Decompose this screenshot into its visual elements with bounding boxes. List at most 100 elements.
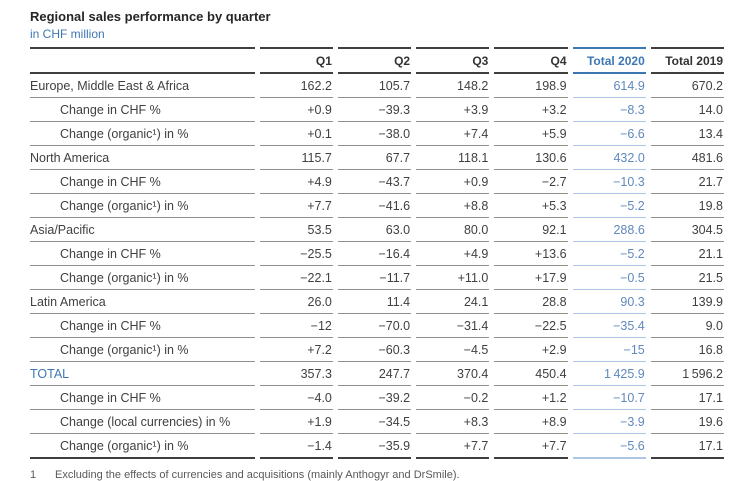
value-cell: +0.9 — [259, 98, 333, 122]
region-row: Latin America 26.0 11.4 24.1 28.8 90.3 139.9 — [30, 290, 724, 314]
value-cell-total-2020: −35.4 — [572, 314, 646, 338]
value-cell: 17.1 — [650, 434, 724, 459]
col-header-empty — [30, 47, 255, 74]
metric-row: Change in CHF % +0.9 −39.3 +3.9 +3.2 −8.3 14.0 — [30, 98, 724, 122]
value-cell: 162.2 — [259, 74, 333, 98]
value-cell-total-2020: −10.7 — [572, 386, 646, 410]
page-subtitle: in CHF million — [30, 27, 105, 41]
value-cell: 481.6 — [650, 146, 724, 170]
value-cell-total-2020: −15 — [572, 338, 646, 362]
value-cell: 9.0 — [650, 314, 724, 338]
table-header-row: Q1 Q2 Q3 Q4 Total 2020 Total 2019 — [30, 47, 724, 74]
col-header-q3: Q3 — [416, 47, 490, 74]
value-cell: +7.7 — [494, 434, 568, 459]
row-label: Change in CHF % — [30, 98, 255, 122]
value-cell: +3.9 — [416, 98, 490, 122]
row-label: Latin America — [30, 290, 255, 314]
value-cell: 17.1 — [650, 386, 724, 410]
row-label: Change (organic¹) in % — [30, 338, 255, 362]
value-cell: −39.2 — [337, 386, 412, 410]
value-cell: 130.6 — [494, 146, 568, 170]
value-cell: −4.0 — [259, 386, 333, 410]
value-cell: 16.8 — [650, 338, 724, 362]
value-cell: −12 — [259, 314, 333, 338]
value-cell: −70.0 — [337, 314, 412, 338]
row-label: Change (organic¹) in % — [30, 194, 255, 218]
value-cell: +0.9 — [416, 170, 490, 194]
col-header-q4: Q4 — [494, 47, 568, 74]
value-cell-total-2020: −5.6 — [572, 434, 646, 459]
value-cell-total-2020: −10.3 — [572, 170, 646, 194]
col-header-q1: Q1 — [259, 47, 333, 74]
value-cell: 1 596.2 — [650, 362, 724, 386]
row-label: Change in CHF % — [30, 242, 255, 266]
value-cell-total-2020: −6.6 — [572, 122, 646, 146]
value-cell: +3.2 — [494, 98, 568, 122]
value-cell-total-2020: 90.3 — [572, 290, 646, 314]
value-cell: +5.9 — [494, 122, 568, 146]
value-cell: 105.7 — [337, 74, 412, 98]
value-cell: +1.9 — [259, 410, 333, 434]
value-cell: −1.4 — [259, 434, 333, 459]
row-label: TOTAL — [30, 362, 255, 386]
value-cell-total-2020: 614.9 — [572, 74, 646, 98]
metric-row: Change (organic¹) in % +7.2 −60.3 −4.5 +2.9−… — [30, 338, 724, 362]
row-label: Change in CHF % — [30, 314, 255, 338]
region-row: Asia/Pacific 53.5 63.0 80.0 92.1 288.6 304.5 — [30, 218, 724, 242]
footnote-marker: 1 — [30, 469, 37, 481]
metric-row: Change (organic¹) in % −1.4 −35.9 +7.7 +7.7−… — [30, 434, 724, 459]
value-cell: +8.3 — [416, 410, 490, 434]
page-title: Regional sales performance by quarter — [30, 9, 271, 24]
row-label: North America — [30, 146, 255, 170]
value-cell-total-2020: −5.2 — [572, 242, 646, 266]
row-label: Change in CHF % — [30, 170, 255, 194]
metric-row: Change in CHF % −25.5 −16.4 +4.9 +13.6 −5.2 21… — [30, 242, 724, 266]
row-label: Change (organic¹) in % — [30, 122, 255, 146]
value-cell: 67.7 — [337, 146, 412, 170]
metric-row: Change (organic¹) in % +7.7 −41.6 +8.8 +5.3−… — [30, 194, 724, 218]
value-cell: +17.9 — [494, 266, 568, 290]
value-cell: 80.0 — [416, 218, 490, 242]
value-cell: −38.0 — [337, 122, 412, 146]
value-cell: +4.9 — [416, 242, 490, 266]
value-cell: +2.9 — [494, 338, 568, 362]
value-cell: 670.2 — [650, 74, 724, 98]
value-cell: +4.9 — [259, 170, 333, 194]
value-cell-total-2020: 288.6 — [572, 218, 646, 242]
value-cell: 247.7 — [337, 362, 412, 386]
metric-row: Change (local currencies) in % +1.9 −34.5 +… — [30, 410, 724, 434]
value-cell: 21.7 — [650, 170, 724, 194]
row-label: Change (organic¹) in % — [30, 266, 255, 290]
value-cell: 11.4 — [337, 290, 412, 314]
value-cell: +1.2 — [494, 386, 568, 410]
value-cell-total-2020: −3.9 — [572, 410, 646, 434]
region-row: North America 115.7 67.7 118.1 130.6 432.0 481… — [30, 146, 724, 170]
value-cell: 19.8 — [650, 194, 724, 218]
value-cell: +13.6 — [494, 242, 568, 266]
metric-row: Change (organic¹) in % −22.1 −11.7 +11.0 +17… — [30, 266, 724, 290]
col-header-total-2019: Total 2019 — [650, 47, 724, 74]
value-cell: +7.4 — [416, 122, 490, 146]
value-cell: −22.5 — [494, 314, 568, 338]
value-cell: 21.1 — [650, 242, 724, 266]
value-cell: −25.5 — [259, 242, 333, 266]
row-label: Change in CHF % — [30, 386, 255, 410]
value-cell: +7.7 — [416, 434, 490, 459]
value-cell: 118.1 — [416, 146, 490, 170]
value-cell: −4.5 — [416, 338, 490, 362]
value-cell: +8.9 — [494, 410, 568, 434]
value-cell: +7.2 — [259, 338, 333, 362]
value-cell: −39.3 — [337, 98, 412, 122]
row-label: Change (local currencies) in % — [30, 410, 255, 434]
value-cell: 14.0 — [650, 98, 724, 122]
value-cell: 357.3 — [259, 362, 333, 386]
value-cell-total-2020: 1 425.9 — [572, 362, 646, 386]
col-header-q2: Q2 — [337, 47, 412, 74]
value-cell: 304.5 — [650, 218, 724, 242]
row-label: Asia/Pacific — [30, 218, 255, 242]
metric-row: Change in CHF % −12 −70.0 −31.4 −22.5 −35.4 9.… — [30, 314, 724, 338]
value-cell: 148.2 — [416, 74, 490, 98]
value-cell: −60.3 — [337, 338, 412, 362]
value-cell: −16.4 — [337, 242, 412, 266]
